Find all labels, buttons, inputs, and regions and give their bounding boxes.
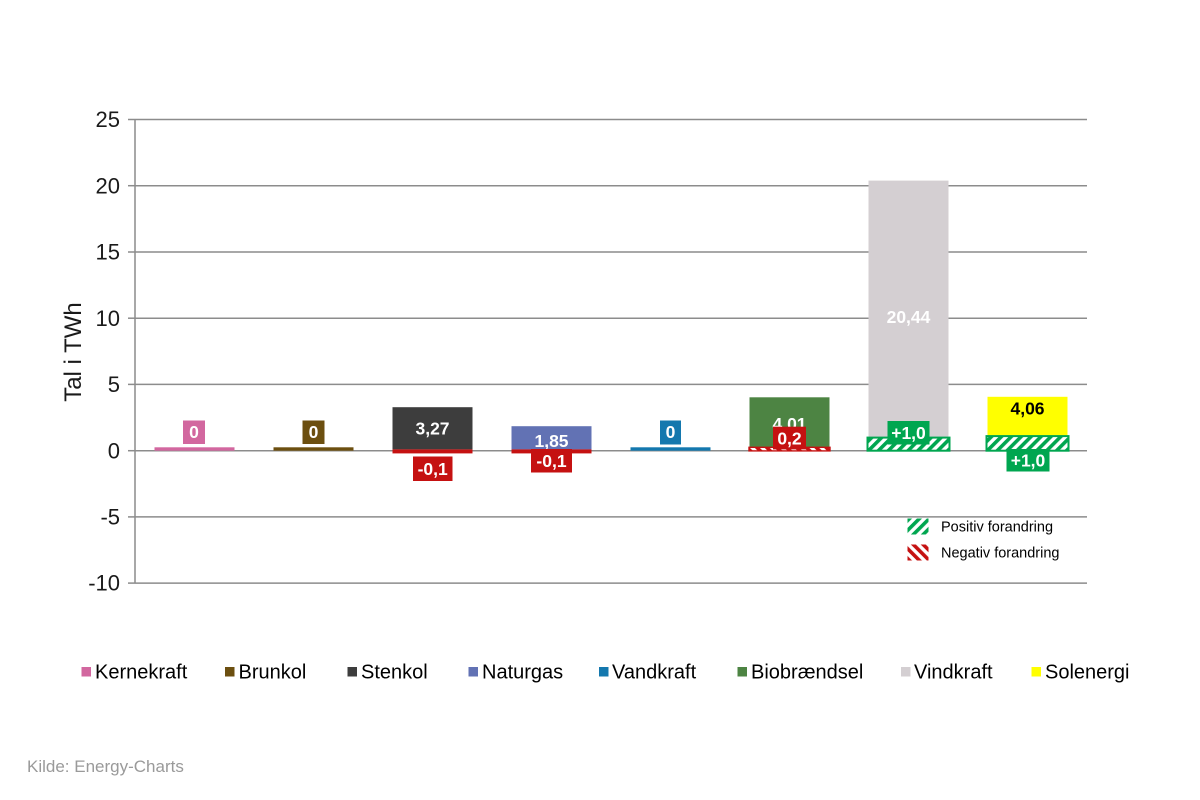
svg-text:0,2: 0,2	[777, 429, 802, 449]
svg-text:5: 5	[108, 372, 120, 397]
svg-text:-10: -10	[88, 571, 120, 596]
svg-text:Stenkol: Stenkol	[361, 662, 428, 684]
svg-text:Positiv forandring: Positiv forandring	[941, 520, 1053, 536]
svg-text:Naturgas: Naturgas	[482, 662, 563, 684]
svg-text:20,44: 20,44	[887, 307, 931, 327]
svg-text:-0,1: -0,1	[418, 459, 448, 479]
svg-text:0: 0	[309, 422, 319, 442]
svg-text:+1,0: +1,0	[1011, 451, 1046, 471]
svg-text:15: 15	[96, 240, 120, 265]
svg-text:20: 20	[96, 173, 120, 198]
svg-text:0: 0	[666, 422, 676, 442]
svg-text:Tal i TWh: Tal i TWh	[60, 302, 87, 402]
svg-text:Brunkol: Brunkol	[239, 662, 307, 684]
svg-text:25: 25	[96, 107, 120, 132]
svg-text:4,06: 4,06	[1010, 399, 1044, 419]
svg-text:Negativ forandring: Negativ forandring	[941, 546, 1060, 562]
svg-text:Solenergi: Solenergi	[1045, 662, 1130, 684]
svg-text:Vindkraft: Vindkraft	[914, 662, 993, 684]
svg-text:0: 0	[108, 438, 120, 463]
svg-text:Vandkraft: Vandkraft	[612, 662, 697, 684]
svg-text:1,85: 1,85	[534, 431, 568, 451]
svg-text:Kernekraft: Kernekraft	[95, 662, 188, 684]
svg-text:Biobrændsel: Biobrændsel	[751, 662, 863, 684]
svg-text:10: 10	[96, 306, 120, 331]
svg-text:3,27: 3,27	[415, 419, 449, 439]
svg-text:+1,0: +1,0	[891, 423, 926, 443]
svg-text:Kilde: Energy-Charts: Kilde: Energy-Charts	[27, 757, 184, 776]
svg-text:-0,1: -0,1	[536, 451, 566, 471]
svg-text:0: 0	[189, 422, 199, 442]
svg-text:-5: -5	[100, 505, 120, 530]
